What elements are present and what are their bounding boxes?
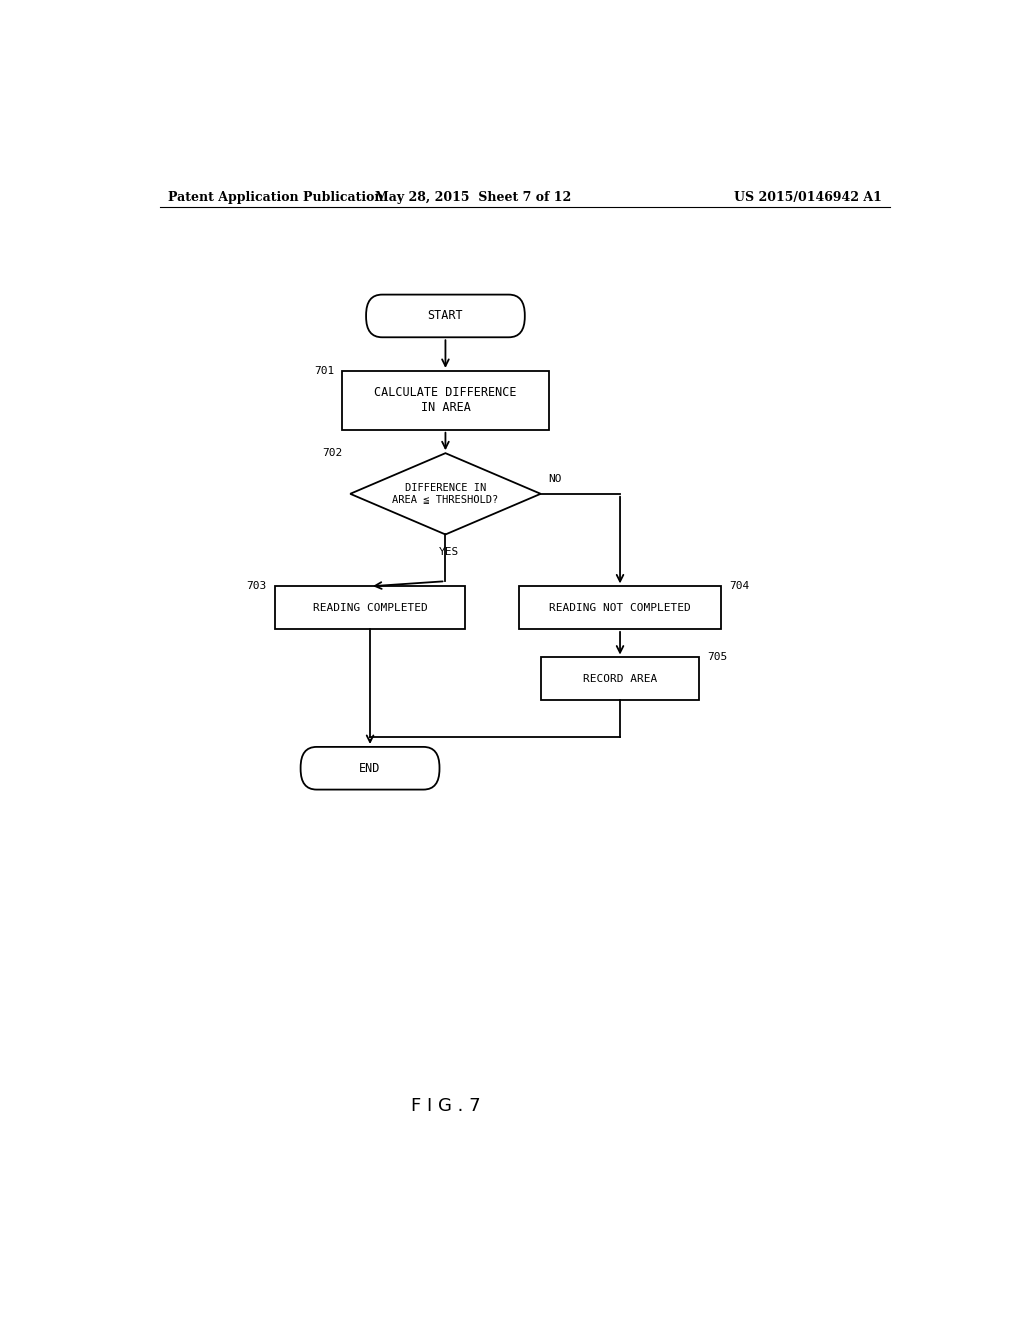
Text: 704: 704: [729, 581, 750, 591]
Text: READING COMPLETED: READING COMPLETED: [312, 603, 427, 612]
Text: May 28, 2015  Sheet 7 of 12: May 28, 2015 Sheet 7 of 12: [375, 190, 571, 203]
Text: 701: 701: [314, 366, 334, 376]
Text: US 2015/0146942 A1: US 2015/0146942 A1: [734, 190, 882, 203]
Text: 702: 702: [322, 447, 342, 458]
Polygon shape: [350, 453, 541, 535]
Text: NO: NO: [549, 474, 562, 483]
Bar: [541, 657, 699, 700]
Text: CALCULATE DIFFERENCE
IN AREA: CALCULATE DIFFERENCE IN AREA: [374, 387, 517, 414]
Text: END: END: [359, 762, 381, 775]
Bar: [519, 586, 721, 630]
FancyBboxPatch shape: [367, 294, 524, 338]
Bar: [342, 371, 549, 430]
Text: YES: YES: [439, 546, 460, 557]
Text: RECORD AREA: RECORD AREA: [583, 673, 657, 684]
Text: START: START: [428, 309, 463, 322]
Text: F I G . 7: F I G . 7: [411, 1097, 480, 1114]
Text: Patent Application Publication: Patent Application Publication: [168, 190, 383, 203]
Text: 705: 705: [708, 652, 728, 663]
Text: 703: 703: [247, 581, 267, 591]
Bar: [274, 586, 465, 630]
FancyBboxPatch shape: [301, 747, 439, 789]
Text: DIFFERENCE IN
AREA ≦ THRESHOLD?: DIFFERENCE IN AREA ≦ THRESHOLD?: [392, 483, 499, 504]
Text: READING NOT COMPLETED: READING NOT COMPLETED: [549, 603, 691, 612]
